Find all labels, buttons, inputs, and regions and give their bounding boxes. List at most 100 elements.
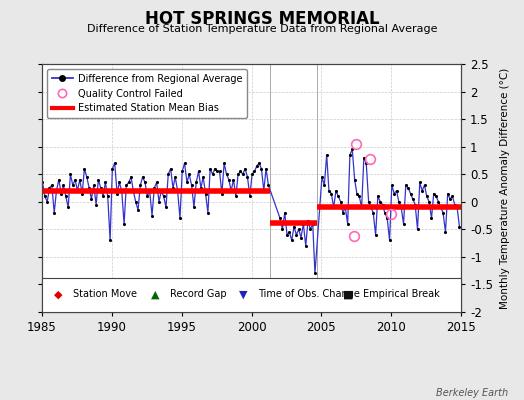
Point xyxy=(362,160,370,166)
Point xyxy=(262,166,270,172)
Point xyxy=(41,193,49,200)
Point xyxy=(199,174,208,180)
Point xyxy=(441,229,450,235)
Point xyxy=(346,152,354,158)
Text: ▲: ▲ xyxy=(151,289,159,299)
Point xyxy=(143,193,151,200)
Point xyxy=(99,193,107,200)
Point xyxy=(285,229,293,235)
Point xyxy=(80,166,89,172)
Point xyxy=(146,188,154,194)
Point xyxy=(122,182,130,188)
Point xyxy=(106,237,114,244)
Point xyxy=(257,166,266,172)
Point xyxy=(125,179,133,186)
Point xyxy=(230,176,238,183)
Point xyxy=(250,168,259,175)
Point xyxy=(75,176,84,183)
Point xyxy=(311,270,319,277)
Point xyxy=(299,221,308,227)
Point xyxy=(409,196,417,202)
Point xyxy=(167,166,175,172)
Point xyxy=(339,210,347,216)
Point xyxy=(420,182,429,188)
Point xyxy=(425,198,433,205)
Point xyxy=(38,179,47,186)
Point xyxy=(111,160,119,166)
Point xyxy=(215,168,224,175)
Point xyxy=(443,190,452,197)
Point xyxy=(196,185,205,191)
Point xyxy=(90,182,98,188)
Point xyxy=(48,182,56,188)
Point xyxy=(406,190,414,197)
Point xyxy=(171,174,179,180)
Point xyxy=(388,182,396,188)
Point xyxy=(322,152,331,158)
Point xyxy=(192,179,200,186)
Point xyxy=(355,193,364,200)
Point xyxy=(397,204,406,210)
Point xyxy=(451,201,459,208)
Point xyxy=(330,204,338,210)
Point xyxy=(57,190,66,197)
Text: Time of Obs. Change: Time of Obs. Change xyxy=(258,289,359,299)
Point xyxy=(85,185,93,191)
Point xyxy=(276,215,284,222)
Point xyxy=(173,188,182,194)
Point xyxy=(404,185,412,191)
Point xyxy=(448,193,456,200)
Text: ▼: ▼ xyxy=(239,289,247,299)
Text: ◆: ◆ xyxy=(54,289,63,299)
Point xyxy=(367,204,375,210)
Point xyxy=(152,179,161,186)
Point xyxy=(246,193,254,200)
Point xyxy=(290,223,298,230)
Point xyxy=(306,226,314,232)
Point xyxy=(336,198,345,205)
Point xyxy=(318,174,326,180)
Point xyxy=(213,168,221,175)
Point xyxy=(348,146,356,153)
Point xyxy=(217,190,226,197)
Point xyxy=(309,221,317,227)
Point xyxy=(211,166,219,172)
Point xyxy=(225,176,233,183)
Point xyxy=(45,185,53,191)
Point xyxy=(283,232,291,238)
Text: HOT SPRINGS MEMORIAL: HOT SPRINGS MEMORIAL xyxy=(145,10,379,28)
Point xyxy=(180,160,189,166)
FancyBboxPatch shape xyxy=(42,278,461,312)
Point xyxy=(148,212,156,219)
Point xyxy=(327,190,335,197)
Text: Record Gap: Record Gap xyxy=(170,289,226,299)
Point xyxy=(446,196,454,202)
Point xyxy=(369,210,377,216)
Point xyxy=(188,182,196,188)
Point xyxy=(185,171,193,178)
Point xyxy=(127,174,135,180)
Point xyxy=(190,204,198,210)
Point xyxy=(378,201,387,208)
Point xyxy=(108,166,116,172)
Point xyxy=(416,179,424,186)
Y-axis label: Monthly Temperature Anomaly Difference (°C): Monthly Temperature Anomaly Difference (… xyxy=(500,67,510,309)
Point xyxy=(71,176,79,183)
Point xyxy=(176,215,184,222)
Point xyxy=(364,198,373,205)
Point xyxy=(359,154,368,161)
Point xyxy=(164,171,172,178)
Point xyxy=(439,210,447,216)
Point xyxy=(264,182,272,188)
Text: ■: ■ xyxy=(343,289,353,299)
Point xyxy=(120,221,128,227)
Point xyxy=(334,193,343,200)
Point xyxy=(113,190,121,197)
Point xyxy=(59,182,68,188)
Point xyxy=(222,171,231,178)
Point xyxy=(399,221,408,227)
Point xyxy=(78,190,86,197)
Point xyxy=(376,198,385,205)
Point xyxy=(374,193,382,200)
Point xyxy=(206,166,214,172)
